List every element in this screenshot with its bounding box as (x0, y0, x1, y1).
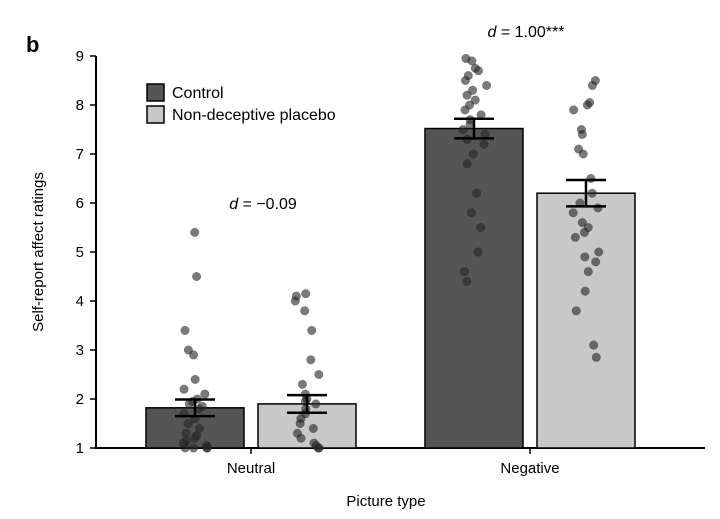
data-point (462, 159, 472, 169)
data-point (459, 267, 470, 277)
data-point (593, 203, 603, 213)
data-point (290, 296, 300, 306)
data-point (472, 188, 482, 198)
data-point (468, 149, 478, 159)
legend-label: Non-deceptive placebo (172, 107, 336, 124)
data-point (300, 306, 310, 316)
data-point (468, 85, 478, 95)
data-point (314, 369, 324, 380)
y-tick-label: 4 (76, 293, 84, 310)
legend: Control Non-deceptive placebo (146, 83, 336, 124)
data-point (458, 124, 468, 135)
data-point (308, 423, 318, 433)
data-point (306, 355, 316, 365)
data-point (188, 350, 199, 360)
data-point (462, 276, 472, 286)
x-tick-label: Negative (500, 460, 559, 477)
effect-size-annotation: d = 1.00*** (488, 24, 565, 41)
data-point (467, 56, 477, 66)
panel-label: b (26, 32, 39, 57)
legend-swatch (146, 105, 165, 124)
data-point (470, 95, 480, 105)
data-point (190, 433, 200, 443)
data-point (476, 222, 486, 233)
data-point (460, 105, 470, 115)
data-point (580, 252, 590, 262)
bar (424, 127, 524, 449)
y-tick-label: 7 (76, 146, 84, 163)
data-point (297, 379, 307, 389)
data-point (594, 247, 604, 257)
data-point (180, 325, 190, 335)
data-point (582, 100, 592, 110)
data-point (192, 271, 202, 282)
y-tick-label: 8 (76, 97, 84, 114)
data-point (462, 90, 472, 100)
error-bars (175, 117, 606, 418)
y-tick-label: 1 (76, 440, 84, 457)
y-axis-title: Self-report affect ratings (30, 172, 47, 332)
y-tick-label: 9 (76, 48, 84, 65)
data-point (482, 80, 492, 90)
data-point (479, 139, 489, 149)
data-point (307, 325, 317, 335)
data-point (202, 443, 212, 453)
data-points (178, 53, 604, 453)
data-point (569, 105, 579, 115)
data-point (200, 389, 210, 399)
data-point (568, 208, 578, 218)
data-point (577, 129, 587, 139)
data-point (184, 399, 194, 409)
data-point (473, 247, 483, 257)
data-point (578, 149, 588, 159)
data-point (580, 286, 590, 296)
data-point (466, 208, 476, 218)
data-point (301, 289, 311, 299)
data-point (190, 227, 200, 237)
y-tick-label: 3 (76, 342, 84, 359)
data-point (570, 232, 580, 242)
data-point (586, 173, 596, 184)
bars (145, 127, 636, 449)
data-point (579, 227, 590, 237)
y-tick-label: 5 (76, 244, 84, 261)
data-point (473, 66, 484, 76)
legend-swatch (146, 83, 165, 102)
x-tick-label: Neutral (227, 460, 275, 477)
data-point (583, 267, 593, 277)
data-point (589, 340, 599, 350)
data-point (296, 433, 306, 443)
y-tick-label: 2 (76, 391, 84, 408)
data-point (587, 80, 597, 90)
data-point (577, 218, 587, 228)
legend-label: Control (172, 85, 224, 102)
data-point (571, 306, 581, 316)
data-point (591, 352, 601, 362)
data-point (313, 443, 323, 453)
data-point (295, 418, 305, 429)
data-point (587, 188, 597, 198)
y-tick-label: 6 (76, 195, 84, 212)
data-point (311, 399, 321, 409)
data-point (591, 257, 601, 267)
data-point (180, 443, 190, 453)
data-point (183, 418, 193, 429)
annotations: d = −0.09 d = 1.00*** (229, 24, 564, 213)
data-point (179, 384, 189, 394)
data-point (188, 443, 199, 453)
data-point (460, 75, 470, 86)
x-axis-title: Picture type (346, 493, 425, 510)
data-point (190, 374, 200, 384)
effect-size-annotation: d = −0.09 (229, 196, 297, 213)
